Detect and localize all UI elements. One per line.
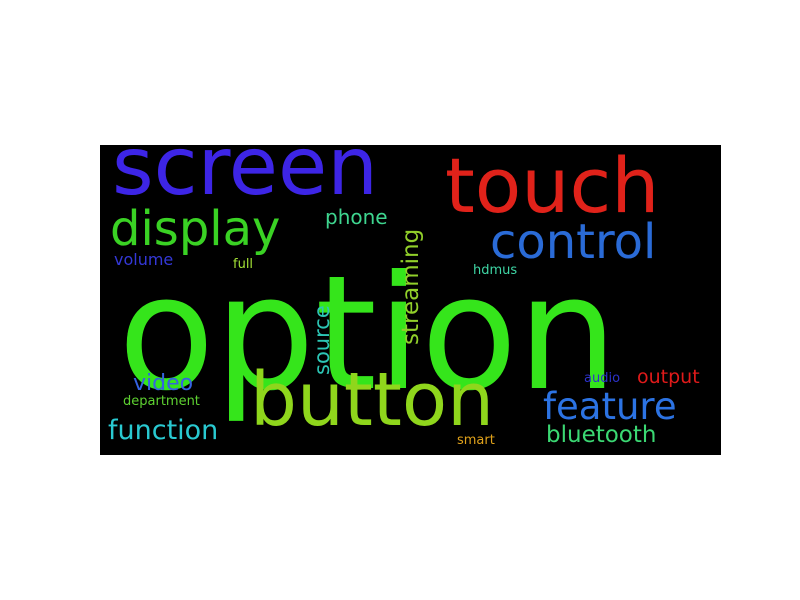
- word-phone: phone: [325, 205, 388, 229]
- word-button: button: [250, 357, 495, 443]
- word-smart: smart: [457, 433, 495, 448]
- word-function: function: [108, 415, 219, 446]
- word-video: video: [133, 371, 194, 396]
- word-touch: touch: [445, 145, 660, 230]
- word-display: display: [110, 201, 281, 257]
- word-full: full: [233, 257, 254, 272]
- word-cloud: option screen touch button display contr…: [100, 145, 721, 455]
- word-hdmus: hdmus: [473, 263, 518, 278]
- word-control: control: [490, 214, 657, 270]
- word-source: source: [310, 305, 334, 375]
- word-bluetooth: bluetooth: [546, 422, 657, 448]
- word-feature: feature: [543, 385, 677, 428]
- word-output: output: [637, 366, 700, 388]
- word-audio: audio: [584, 371, 621, 386]
- word-department: department: [123, 394, 200, 409]
- word-screen: screen: [112, 145, 378, 213]
- word-streaming: streaming: [398, 228, 424, 345]
- word-option: option: [118, 242, 618, 426]
- word-volume: volume: [114, 250, 174, 269]
